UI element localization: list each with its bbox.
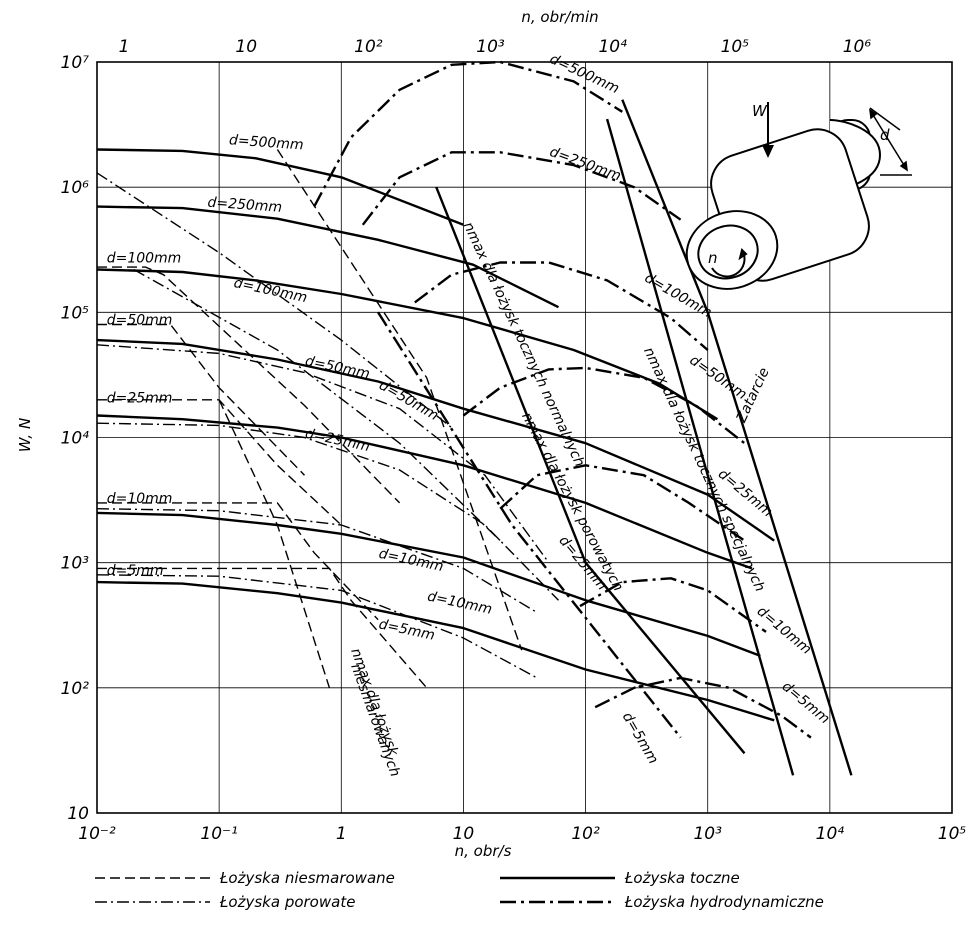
series-line [96,172,453,429]
shaft-inset-illustration: W d n [685,102,912,290]
y-tick-label: 10⁷ [61,53,90,73]
series-line [97,266,401,504]
series-line [96,268,719,421]
top-tick-label: 10⁵ [721,37,750,57]
series-line [96,422,560,601]
legend-label: Łożyska toczne [624,869,740,887]
x-axis-label: n, obr/s [455,842,512,860]
y-tick-label: 10 [67,804,89,824]
series-line [435,186,746,755]
legend-label: Łożyska hydrodynamiczne [624,893,824,911]
legend-label: Łożyska niesmarowane [219,869,395,887]
x-tick-label: 10⁵ [938,824,967,844]
series-line [499,464,746,542]
series-line [96,205,560,309]
series-line [276,149,523,651]
y-tick-label: 10⁶ [61,178,90,198]
diameter-label: d [880,126,890,144]
top-tick-label: 10⁴ [598,37,627,57]
top-axis-label: n, obr/min [521,8,598,26]
top-tick-label: 10 [235,37,257,57]
diameter-dimension [869,107,912,176]
series-line [313,60,623,208]
x-tick-label: 10 [453,824,475,844]
y-tick-label: 10² [61,679,90,699]
curve-label: d=500mm [229,132,305,153]
series-group [96,60,853,776]
series-line [462,366,746,445]
curve-label: d=25mm [304,426,372,455]
series-line [96,148,464,226]
series-line [414,261,709,351]
tick-labels: 10⁻² 10⁻¹ 1 10 10² 10³ 10⁴ 10⁵ 10 10² 10³ 10⁴ 10⁵ 10⁶… [61,37,967,844]
x-tick-label: 10⁴ [816,824,845,844]
y-tick-label: 10⁴ [61,429,90,449]
curve-label: nmax dla łożysk tocznych specjalnych [640,345,768,594]
shaft-drawing [685,119,882,290]
series-line [361,151,682,226]
series-line [96,338,775,542]
top-tick-label: 1 [119,37,130,57]
series-line [96,414,753,570]
series-line [621,99,853,776]
load-arrow-icon [762,102,774,158]
curve-label: d=50mm [687,352,750,403]
series-line [96,574,538,679]
series-line [594,676,812,739]
legend-label: Łożyska porowate [219,893,355,911]
x-tick-label: 10³ [693,824,722,844]
y-axis-label: W, N [16,418,34,452]
curve-label: d=5mm [107,563,164,579]
series-line [96,508,538,614]
x-tick-label: 10⁻² [78,824,116,844]
legend: Łożyska niesmarowane Łożyska toczne Łożysk… [95,869,824,911]
series-line [218,399,331,689]
x-tick-label: 1 [336,824,347,844]
curve-label: d=50mm [107,313,173,329]
curve-label: nmax dla łożysk tocznych normalnych [460,220,588,470]
curve-label: d=10mm [107,491,173,507]
curve-label: d=100mm [107,251,182,267]
series-line [96,511,761,658]
series-line [96,344,550,564]
speed-label: n [708,249,718,267]
x-tick-label: 10⁻¹ [200,824,237,844]
x-tick-label: 10² [571,824,600,844]
y-tick-label: 10³ [61,554,90,574]
curve-label: d=50mm [304,353,372,382]
curve-label: d=10mm [426,589,494,618]
series-line [97,502,379,621]
load-label: W [752,102,768,120]
curve-label: d=50mm [376,377,441,424]
top-tick-label: 10² [354,37,383,57]
series-line [133,268,501,542]
top-tick-label: 10³ [476,37,505,57]
curve-label: d=250mm [207,195,283,216]
top-tick-label: 10⁶ [843,37,872,57]
curve-label: d=5mm [619,710,661,767]
curve-label: d=500mm [547,51,621,97]
curve-label: d=25mm [107,391,173,407]
y-tick-label: 10⁵ [61,303,90,323]
series-line [97,399,342,526]
series-line [96,580,775,722]
curve-label: d=100mm [232,275,308,306]
plot-frame [96,61,953,814]
series-line [605,118,795,776]
